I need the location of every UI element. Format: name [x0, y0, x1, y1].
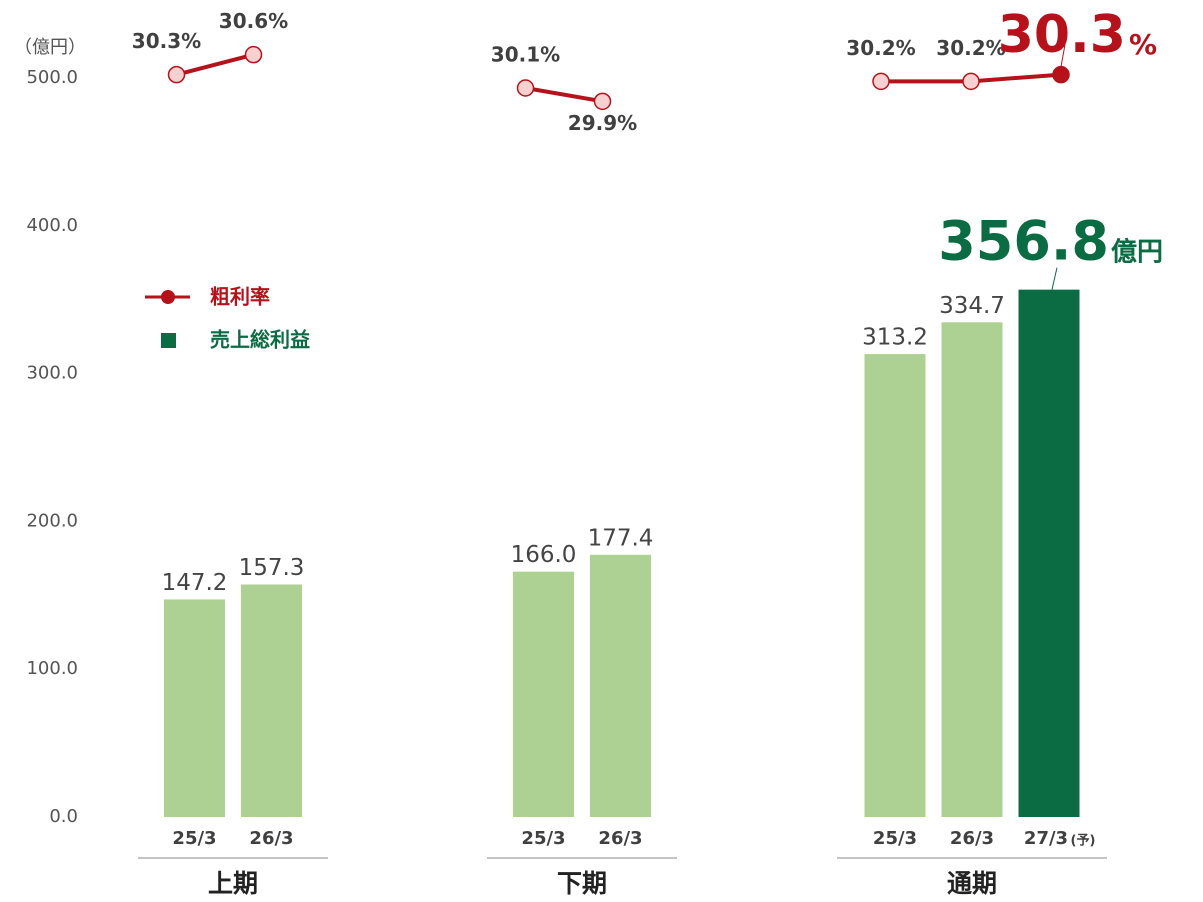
bar	[864, 354, 926, 817]
leader-line	[1060, 44, 1066, 67]
value-label: 166.0	[511, 542, 577, 568]
value-label: 313.2	[862, 325, 928, 351]
group-label: 下期	[557, 869, 607, 898]
rate-marker	[593, 92, 612, 111]
bar	[164, 599, 225, 817]
x-tick-label: 26/3	[950, 828, 994, 849]
x-tick-label: 25/3	[172, 828, 216, 849]
bar	[513, 571, 574, 817]
rate-marker	[167, 65, 186, 84]
rate-label: 29.9%	[568, 111, 637, 135]
legend-label: 粗利率	[210, 285, 270, 309]
highlight-unit: 億円	[1111, 238, 1163, 268]
legend-label: 売上総利益	[210, 328, 310, 352]
highlight-rate-unit: %	[1129, 28, 1157, 61]
group-label: 通期	[947, 869, 997, 898]
y-tick-label: 400.0	[26, 215, 78, 236]
y-tick-label: 200.0	[26, 510, 78, 531]
rate-marker	[244, 45, 263, 64]
x-tick-label: 26/3	[598, 828, 642, 849]
y-tick-label: 100.0	[26, 658, 78, 679]
highlight-value-label: 356.8	[938, 210, 1109, 273]
x-tick-label: 27/3	[1024, 828, 1068, 849]
rate-label: 30.1%	[491, 43, 560, 67]
rate-marker	[1052, 65, 1070, 84]
value-label: 177.4	[588, 525, 654, 551]
highlight-rate-label: 30.3	[998, 5, 1126, 65]
y-tick-label: 300.0	[26, 363, 78, 384]
bar	[241, 584, 302, 817]
legend-marker	[161, 290, 175, 304]
rate-label: 30.6%	[219, 9, 288, 33]
x-tick-label: 26/3	[249, 828, 293, 849]
bar	[941, 322, 1003, 817]
rate-marker	[962, 72, 980, 91]
rate-label: 30.2%	[846, 36, 915, 60]
rate-marker	[516, 79, 535, 97]
value-label: 334.7	[939, 293, 1005, 319]
bar	[590, 554, 651, 817]
rate-marker	[872, 72, 890, 91]
group-label: 上期	[208, 869, 258, 898]
value-label: 147.2	[162, 570, 228, 596]
forecast-mark: (予)	[1071, 834, 1096, 849]
y-unit: （億円）	[14, 37, 86, 58]
y-tick-label: 0.0	[49, 806, 78, 827]
x-tick-label: 25/3	[873, 828, 917, 849]
bar	[1018, 289, 1080, 817]
value-label: 157.3	[239, 555, 305, 581]
legend-swatch	[161, 333, 176, 348]
x-tick-label: 25/3	[521, 828, 565, 849]
rate-line	[175, 52, 255, 77]
rate-line	[525, 86, 603, 104]
y-tick-label: 500.0	[26, 67, 78, 88]
leader-line	[1051, 267, 1058, 290]
rate-label: 30.3%	[132, 29, 201, 53]
rate-label: 30.2%	[936, 36, 1005, 60]
